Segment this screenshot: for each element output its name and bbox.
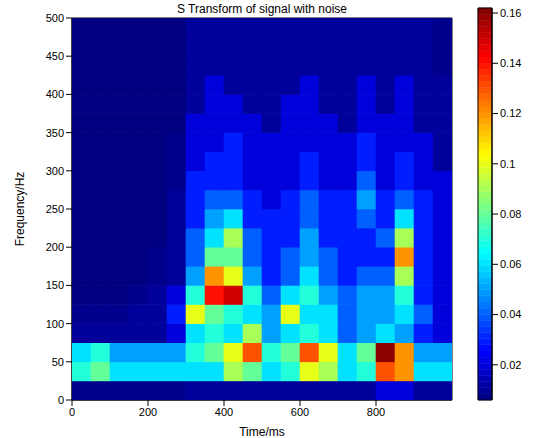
svg-text:0.06: 0.06 <box>500 258 521 270</box>
svg-text:Frequency/Hz: Frequency/Hz <box>13 172 27 247</box>
svg-text:800: 800 <box>367 406 385 418</box>
svg-text:0.02: 0.02 <box>500 359 521 371</box>
svg-text:400: 400 <box>215 406 233 418</box>
svg-text:0.08: 0.08 <box>500 208 521 220</box>
svg-text:250: 250 <box>46 203 64 215</box>
svg-text:350: 350 <box>46 127 64 139</box>
svg-text:200: 200 <box>139 406 157 418</box>
svg-text:100: 100 <box>46 318 64 330</box>
svg-text:0.12: 0.12 <box>500 107 521 119</box>
html-text:S Transform of signal with noi: S Transform of signal with noise <box>177 2 347 16</box>
svg-text:400: 400 <box>46 88 64 100</box>
svg-text:0: 0 <box>58 394 64 406</box>
svg-text:150: 150 <box>46 279 64 291</box>
svg-text:0.14: 0.14 <box>500 57 521 69</box>
svg-text:Time/ms: Time/ms <box>239 425 285 438</box>
svg-text:500: 500 <box>46 12 64 24</box>
svg-text:0.04: 0.04 <box>500 308 521 320</box>
svg-text:300: 300 <box>46 165 64 177</box>
svg-text:200: 200 <box>46 241 64 253</box>
svg-text:0.16: 0.16 <box>500 7 521 19</box>
svg-text:0: 0 <box>69 406 75 418</box>
svg-text:0.1: 0.1 <box>500 158 515 170</box>
svg-text:600: 600 <box>291 406 309 418</box>
svg-text:50: 50 <box>52 356 64 368</box>
svg-text:450: 450 <box>46 50 64 62</box>
